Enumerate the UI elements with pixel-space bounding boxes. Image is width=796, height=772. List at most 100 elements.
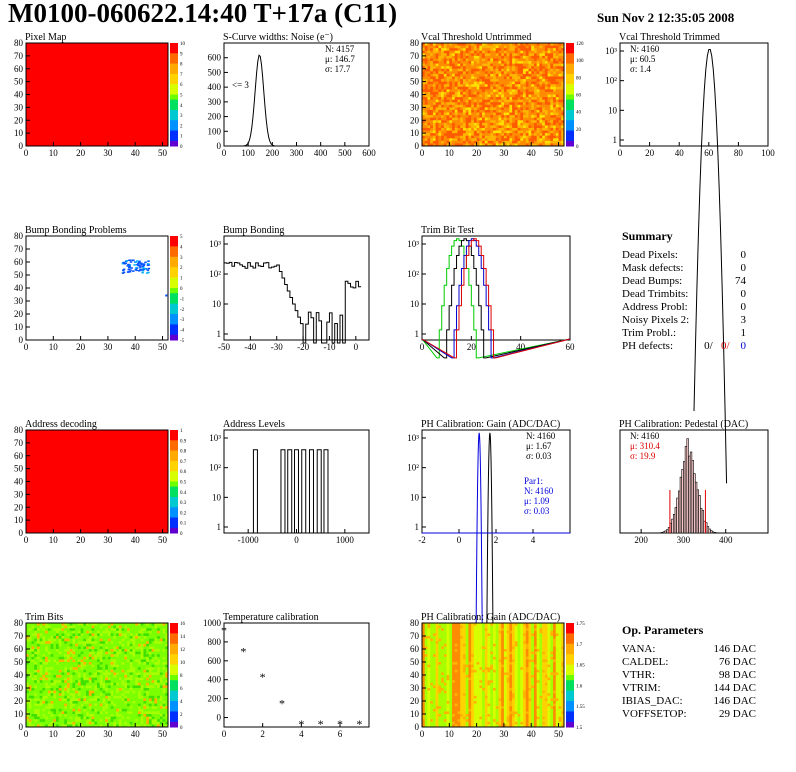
heatmap-cell: [75, 688, 79, 691]
heatmap-cell: [99, 651, 103, 655]
heatmap-cell: [135, 654, 139, 658]
heatmap-cell: [487, 135, 491, 139]
heatmap-cell: [506, 138, 510, 142]
heatmap-cell: [116, 685, 120, 689]
heatmap-cell: [50, 724, 54, 728]
heatmap-cell: [495, 68, 499, 72]
heatmap-cell: [484, 79, 488, 83]
heatmap-cell: [460, 55, 464, 59]
heatmap-cell: [531, 73, 535, 77]
heatmap-cell: [465, 58, 469, 62]
heatmap-cell: [427, 89, 431, 93]
heatmap-cell: [427, 708, 431, 712]
heatmap-cell: [124, 677, 128, 681]
heatmap-cell: [50, 638, 54, 642]
histogram-series: [224, 54, 369, 147]
colorbar-cell: [170, 272, 178, 279]
heatmap-cell: [479, 73, 483, 77]
heatmap-cell: [34, 643, 38, 647]
heatmap-cell: [80, 680, 84, 684]
heatmap-cell: [94, 643, 98, 647]
heatmap-cell: [547, 71, 551, 75]
heatmap-cell: [509, 50, 513, 54]
heatmap-cell: [512, 66, 516, 70]
heatmap-cell: [157, 693, 161, 697]
heatmap-cell: [424, 71, 428, 75]
heatmap-cell: [58, 628, 62, 632]
heatmap-cell: [454, 58, 458, 62]
heatmap-cell: [476, 76, 480, 80]
heatmap-cell: [80, 623, 84, 626]
heatmap-cell: [99, 638, 103, 642]
heatmap-cell: [490, 43, 494, 46]
heatmap-cell: [140, 672, 144, 676]
heatmap-cell: [36, 690, 41, 694]
heatmap-cell: [86, 672, 90, 676]
heatmap-cell: [28, 719, 32, 723]
heatmap-cell: [424, 708, 428, 712]
heatmap-cell: [460, 112, 464, 116]
colorbar-label: 12: [180, 648, 186, 653]
heatmap-cell: [42, 695, 46, 699]
heatmap-cell: [424, 112, 428, 116]
heatmap-cell: [148, 654, 153, 658]
heatmap-cell: [555, 66, 559, 70]
heatmap-cell: [555, 43, 559, 46]
heatmap-cell: [449, 48, 453, 52]
heatmap-cell: [159, 698, 163, 702]
heatmap-cell: [28, 643, 32, 647]
heatmap-cell: [107, 721, 112, 725]
colorbar-cell: [170, 659, 178, 666]
heatmap-cell: [31, 703, 35, 707]
heatmap-cell: [550, 122, 554, 126]
heatmap-cell: [446, 86, 450, 90]
plot-frame: [25, 235, 169, 341]
heatmap-cell: [471, 102, 475, 106]
colorbar-cell: [170, 507, 178, 513]
heatmap-cells: [422, 623, 565, 728]
heatmap-cell: [47, 636, 51, 639]
heatmap-cell: [424, 630, 428, 634]
heatmap-cell: [99, 669, 103, 673]
heatmap-cell: [61, 672, 65, 676]
heatmap-cell: [137, 664, 142, 668]
heatmap-cell: [64, 630, 68, 634]
heatmap-cell: [146, 269, 150, 271]
heatmap-cell: [555, 68, 559, 72]
heatmap-cell: [482, 97, 486, 101]
heatmap-cell: [509, 94, 513, 98]
heatmap-cell: [99, 682, 103, 686]
heatmap-cell: [487, 97, 491, 101]
heatmap-cell: [460, 66, 464, 70]
heatmap-cell: [143, 716, 147, 720]
heatmap-cell: [525, 76, 529, 80]
heatmap-cell: [514, 133, 518, 137]
colorbar-cell: [170, 721, 178, 728]
heatmap-cell: [427, 55, 431, 59]
heatmap-cell: [473, 89, 478, 93]
heatmap-cell: [441, 84, 445, 88]
heatmap-cell: [39, 659, 43, 663]
heatmap-cell: [457, 79, 461, 83]
heatmap-cell: [512, 76, 516, 80]
heatmap-cell: [107, 690, 112, 694]
heatmap-cell: [452, 120, 456, 124]
heatmap-cell: [69, 682, 73, 686]
heatmap-cell: [165, 690, 169, 694]
heatmap-cell: [531, 50, 535, 54]
heatmap-cell: [47, 701, 51, 704]
heatmap-cell: [468, 97, 472, 101]
heatmap-cell: [528, 120, 532, 124]
heatmap-cell: [446, 130, 450, 134]
heatmap-cell: [531, 63, 535, 67]
heatmap-cell: [493, 91, 497, 95]
colorbar-cell: [566, 68, 574, 75]
heatmap-cell: [91, 685, 95, 689]
heatmap-cell: [443, 138, 447, 142]
heatmap-cell: [441, 61, 445, 64]
heatmap-cell: [140, 675, 144, 678]
heatmap-cell: [116, 693, 120, 697]
heatmap-cell: [424, 706, 428, 710]
colorbar-cell: [170, 135, 178, 142]
heatmap-cell: [438, 99, 442, 103]
